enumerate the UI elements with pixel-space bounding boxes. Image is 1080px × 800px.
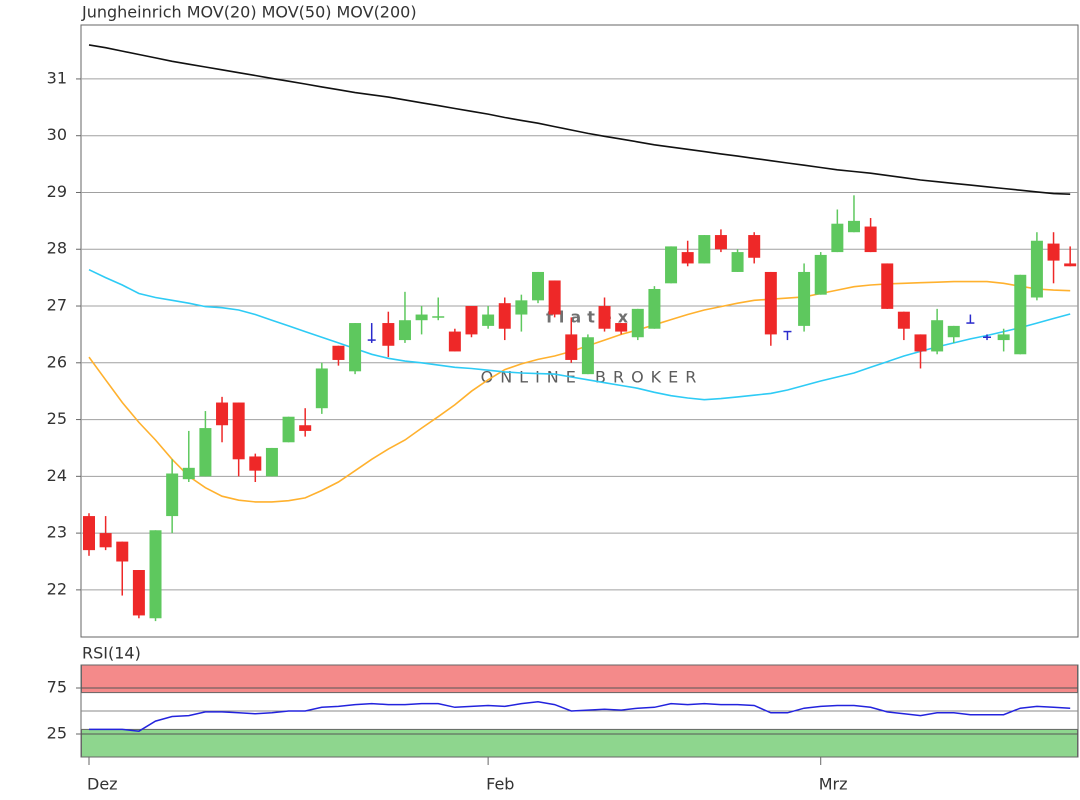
candle-body [983, 336, 992, 338]
candle-body [367, 339, 376, 341]
candle-body [265, 447, 278, 477]
candle-body [997, 334, 1010, 341]
candle-body [881, 263, 894, 309]
candle-body [216, 402, 229, 426]
candle-body [798, 271, 811, 326]
rsi-line [89, 701, 1071, 732]
candle-body [783, 330, 792, 333]
candle-body [315, 368, 328, 409]
candle-body [1047, 243, 1060, 261]
moving-average-line [88, 44, 1071, 195]
legend-entry: Jungheinrich [81, 3, 182, 22]
candle-body [714, 235, 727, 250]
candle-body [966, 322, 975, 324]
candle-body [299, 425, 312, 431]
candle-body [847, 220, 860, 233]
x-tick-label: Mrz [819, 775, 848, 794]
candle-body [681, 252, 694, 264]
candle-body [132, 570, 145, 616]
y-tick-label: 22 [47, 579, 67, 598]
candle-body [1014, 274, 1027, 355]
candle-body [282, 416, 295, 443]
candle-body [116, 541, 129, 562]
candle-body [615, 323, 628, 332]
candle-body [415, 314, 428, 321]
candle-body [631, 308, 644, 338]
candle-body [581, 337, 594, 375]
candle-body [498, 303, 511, 329]
candle-body [931, 320, 944, 352]
y-tick-label: 24 [47, 466, 67, 485]
candle-body [83, 516, 95, 551]
y-tick-label: 75 [47, 678, 67, 697]
candle-body [532, 271, 545, 301]
x-tick-label: Dez [87, 775, 118, 794]
y-tick-label: 30 [47, 125, 67, 144]
candle-body [731, 252, 744, 272]
candle-body [764, 271, 777, 335]
candle-body [914, 334, 927, 352]
candle-body [99, 533, 112, 548]
candle-body [515, 300, 528, 315]
candle-body [166, 473, 179, 517]
y-tick-label: 31 [47, 68, 67, 87]
candle-body [947, 325, 960, 338]
plot-area [80, 24, 1079, 638]
candle-body [748, 235, 761, 258]
y-tick-label: 25 [47, 409, 67, 428]
moving-average-line [88, 280, 1071, 503]
candle-body [332, 345, 345, 360]
candle-body [698, 235, 711, 264]
candle-body [349, 323, 362, 372]
candle-body [897, 311, 910, 329]
candle-body [448, 331, 461, 352]
candle-body [482, 314, 495, 326]
candle-body [831, 223, 844, 253]
candle-body [565, 334, 578, 360]
candle-body [598, 306, 611, 329]
candle-body [398, 320, 411, 341]
candle-body [548, 280, 561, 315]
candle-body [1030, 240, 1043, 298]
watermark-subtitle: ONLINE BROKER [481, 368, 704, 387]
candle-body [432, 316, 445, 318]
candle-body [864, 226, 877, 253]
candle-body [382, 323, 395, 346]
y-tick-label: 26 [47, 352, 67, 371]
legend-entry: MOV(50) [262, 3, 332, 22]
moving-average-line [88, 268, 1071, 401]
y-tick-label: 23 [47, 523, 67, 542]
candle-body [465, 306, 478, 335]
candle-body [149, 530, 162, 619]
candle-body [1064, 263, 1077, 267]
legend-entry: MOV(20) [187, 3, 257, 22]
y-tick-label: 25 [47, 724, 67, 743]
y-tick-label: 28 [47, 239, 67, 258]
x-tick-label: Feb [486, 775, 514, 794]
candle-body [648, 288, 661, 329]
panel-title: RSI(14) [82, 644, 141, 663]
candle-body [814, 254, 827, 295]
candle-body [232, 402, 245, 460]
y-tick-label: 27 [47, 296, 67, 315]
y-tick-label: 29 [47, 182, 67, 201]
candle-body [249, 456, 262, 471]
candle-body [665, 246, 678, 284]
candle-body [199, 428, 212, 477]
candle-body [182, 467, 195, 480]
legend-entry: MOV(200) [337, 3, 417, 22]
